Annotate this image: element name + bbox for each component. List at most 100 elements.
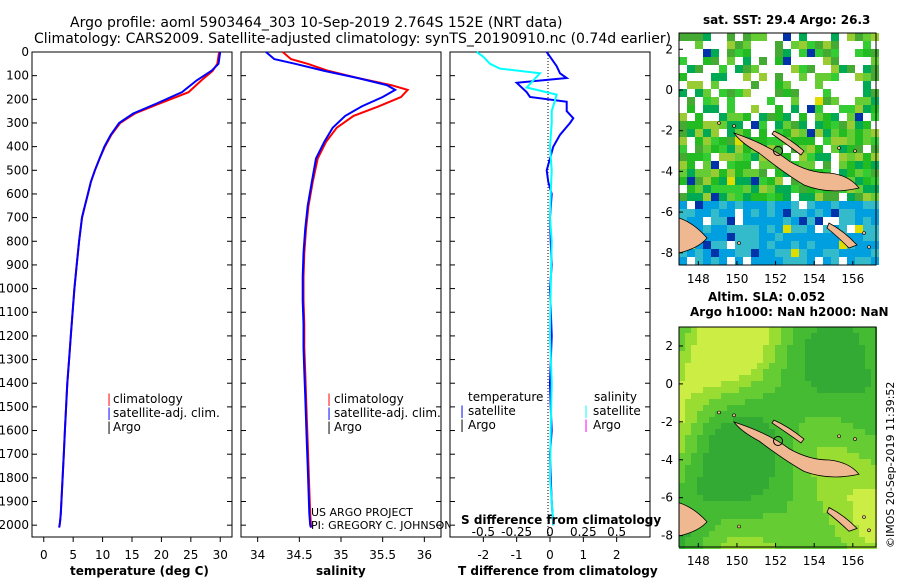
sla-cell xyxy=(697,507,703,513)
sla-cell xyxy=(835,375,841,381)
sla-cell xyxy=(679,345,685,351)
sst-cell xyxy=(807,161,815,169)
sla-cell xyxy=(751,495,757,501)
sst-cell xyxy=(823,225,831,233)
sla-cell xyxy=(781,351,787,357)
sla-cell xyxy=(829,501,835,507)
sst-cell xyxy=(711,201,719,209)
sst-cell xyxy=(863,225,871,233)
sst-cell xyxy=(855,217,863,225)
sla-cell xyxy=(841,453,847,459)
sst-cell xyxy=(799,137,807,145)
sla-cell xyxy=(865,507,871,513)
sla-cell xyxy=(745,513,751,519)
sla-cell xyxy=(721,399,727,405)
sst-cell xyxy=(847,193,855,201)
sla-cell xyxy=(739,483,745,489)
sla-cell xyxy=(751,453,757,459)
sla-cell xyxy=(775,453,781,459)
sst-cell xyxy=(871,169,879,177)
sla-cell xyxy=(757,501,763,507)
sla-cell xyxy=(823,543,829,549)
sla-cell xyxy=(799,429,805,435)
sst-cell xyxy=(679,57,687,65)
sla-cell xyxy=(739,495,745,501)
sla-cell xyxy=(823,351,829,357)
sla-cell xyxy=(739,351,745,357)
sla-cell xyxy=(709,531,715,537)
sla-cell xyxy=(697,531,703,537)
sla-cell xyxy=(853,495,859,501)
sst-cell xyxy=(799,209,807,217)
sst-cell xyxy=(743,113,751,121)
sla-cell xyxy=(721,543,727,549)
sla-cell xyxy=(775,411,781,417)
sst-cell xyxy=(807,137,815,145)
sla-cell xyxy=(787,501,793,507)
sla-cell xyxy=(691,399,697,405)
sla-cell xyxy=(799,543,805,549)
sla-cell xyxy=(817,411,823,417)
sla-cell xyxy=(769,387,775,393)
sst-cell xyxy=(727,185,735,193)
sla-cell xyxy=(781,465,787,471)
sst-cell xyxy=(799,233,807,241)
sla-cell xyxy=(685,531,691,537)
sla-cell xyxy=(703,393,709,399)
sla-cell xyxy=(679,393,685,399)
sla-cell xyxy=(727,339,733,345)
sla-cell xyxy=(721,405,727,411)
sla-cell xyxy=(841,477,847,483)
sla-cell xyxy=(763,351,769,357)
map-y-tick-label: -2 xyxy=(661,415,673,429)
sla-cell xyxy=(751,489,757,495)
sla-cell xyxy=(781,507,787,513)
sla-cell xyxy=(847,405,853,411)
sla-cell xyxy=(823,447,829,453)
sla-cell xyxy=(787,375,793,381)
sst-cell xyxy=(831,193,839,201)
small-island xyxy=(862,515,866,519)
sst-cell xyxy=(863,249,871,257)
sla-cell xyxy=(679,489,685,495)
sla-cell xyxy=(871,333,877,339)
sla-cell xyxy=(835,339,841,345)
sla-cell xyxy=(865,477,871,483)
sst-cell xyxy=(743,65,751,73)
sla-cell xyxy=(805,387,811,393)
sla-cell xyxy=(841,423,847,429)
sst-cell xyxy=(695,89,703,97)
sla-cell xyxy=(769,399,775,405)
sla-cell xyxy=(745,483,751,489)
sst-cell xyxy=(695,217,703,225)
sla-cell xyxy=(727,519,733,525)
sla-cell xyxy=(859,447,865,453)
sst-cell xyxy=(871,257,879,265)
sla-cell xyxy=(727,525,733,531)
sla-cell xyxy=(745,489,751,495)
sst-cell xyxy=(775,249,783,257)
sla-cell xyxy=(799,423,805,429)
sla-cell xyxy=(859,393,865,399)
sst-cell xyxy=(863,185,871,193)
sla-cell xyxy=(745,495,751,501)
sla-cell xyxy=(721,471,727,477)
sla-cell xyxy=(727,441,733,447)
sla-cell xyxy=(859,381,865,387)
sla-cell xyxy=(691,405,697,411)
sla-cell xyxy=(823,453,829,459)
sla-cell xyxy=(859,399,865,405)
sst-cell xyxy=(783,185,791,193)
sla-cell xyxy=(781,357,787,363)
sla-cell xyxy=(865,513,871,519)
diff-legend-temp-sat-marker: | xyxy=(460,404,464,418)
sla-cell xyxy=(841,375,847,381)
sla-cell xyxy=(847,429,853,435)
sla-cell xyxy=(775,537,781,543)
sst-cell xyxy=(679,129,687,137)
sst-cell xyxy=(839,225,847,233)
sst-cell xyxy=(719,241,727,249)
sla-cell xyxy=(799,381,805,387)
sla-cell xyxy=(751,543,757,549)
